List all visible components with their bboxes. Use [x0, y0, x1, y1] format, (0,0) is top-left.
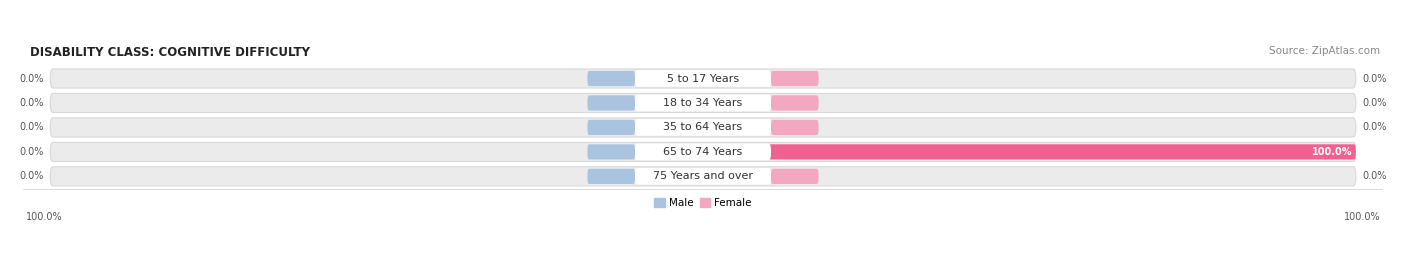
Legend: Male, Female: Male, Female — [650, 194, 756, 212]
Text: 100.0%: 100.0% — [1312, 147, 1353, 157]
FancyBboxPatch shape — [588, 71, 636, 86]
Text: DISABILITY CLASS: COGNITIVE DIFFICULTY: DISABILITY CLASS: COGNITIVE DIFFICULTY — [30, 45, 309, 59]
Text: 0.0%: 0.0% — [1362, 73, 1386, 83]
Text: Source: ZipAtlas.com: Source: ZipAtlas.com — [1270, 45, 1381, 55]
FancyBboxPatch shape — [636, 119, 770, 136]
FancyBboxPatch shape — [51, 167, 1355, 186]
FancyBboxPatch shape — [636, 168, 770, 185]
FancyBboxPatch shape — [703, 144, 1355, 160]
Text: 18 to 34 Years: 18 to 34 Years — [664, 98, 742, 108]
Text: 0.0%: 0.0% — [1362, 171, 1386, 181]
Text: 0.0%: 0.0% — [20, 98, 44, 108]
FancyBboxPatch shape — [636, 70, 770, 87]
FancyBboxPatch shape — [588, 95, 636, 111]
FancyBboxPatch shape — [636, 144, 770, 160]
FancyBboxPatch shape — [770, 95, 818, 111]
FancyBboxPatch shape — [588, 144, 636, 160]
Text: 75 Years and over: 75 Years and over — [652, 171, 754, 181]
Text: 0.0%: 0.0% — [1362, 98, 1386, 108]
FancyBboxPatch shape — [51, 93, 1355, 112]
FancyBboxPatch shape — [588, 120, 636, 135]
FancyBboxPatch shape — [770, 71, 818, 86]
Text: 35 to 64 Years: 35 to 64 Years — [664, 122, 742, 132]
FancyBboxPatch shape — [588, 169, 636, 184]
FancyBboxPatch shape — [51, 142, 1355, 161]
FancyBboxPatch shape — [770, 120, 818, 135]
Text: 5 to 17 Years: 5 to 17 Years — [666, 73, 740, 83]
Text: 0.0%: 0.0% — [20, 147, 44, 157]
FancyBboxPatch shape — [51, 118, 1355, 137]
Text: 100.0%: 100.0% — [25, 212, 62, 222]
Text: 0.0%: 0.0% — [1362, 122, 1386, 132]
FancyBboxPatch shape — [770, 169, 818, 184]
FancyBboxPatch shape — [51, 69, 1355, 88]
Text: 100.0%: 100.0% — [1344, 212, 1381, 222]
FancyBboxPatch shape — [636, 95, 770, 111]
Text: 0.0%: 0.0% — [20, 122, 44, 132]
Text: 65 to 74 Years: 65 to 74 Years — [664, 147, 742, 157]
Text: 0.0%: 0.0% — [20, 171, 44, 181]
Text: 0.0%: 0.0% — [20, 73, 44, 83]
